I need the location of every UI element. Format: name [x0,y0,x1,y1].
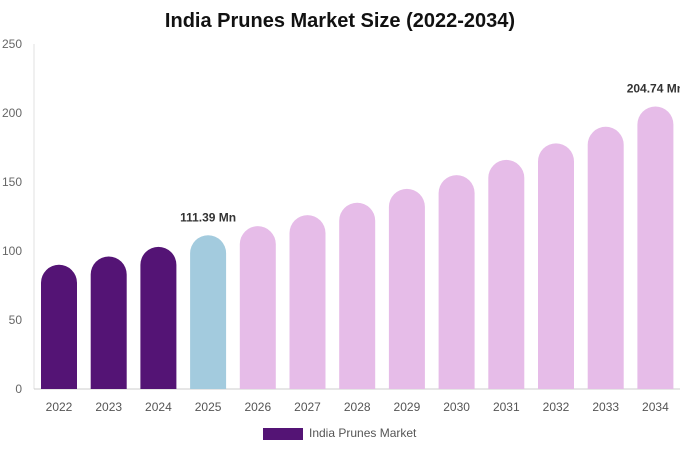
bar-2033[interactable] [587,126,624,389]
x-tick-label: 2034 [642,400,669,414]
x-tick-label: 2027 [294,400,321,414]
legend-swatch [263,428,303,440]
y-tick-label: 0 [15,382,22,396]
bar-2023[interactable] [90,256,127,389]
legend[interactable]: India Prunes Market [263,426,417,440]
bar-2030[interactable] [438,175,475,389]
data-label: 204.74 Mn [627,81,680,95]
bar-2025[interactable] [190,235,227,389]
x-tick-label: 2031 [493,400,520,414]
data-label: 111.39 Mn [180,210,236,224]
chart-title: India Prunes Market Size (2022-2034) [165,10,515,32]
x-tick-label: 2023 [95,400,122,414]
bar-2024[interactable] [140,246,177,389]
x-tick-label: 2030 [443,400,470,414]
y-tick-label: 100 [2,244,22,258]
x-axis: 2022 2023 2024 2025 2026 2027 2028 2029 2030 2031… [46,400,669,414]
x-tick-label: 2029 [394,400,421,414]
y-axis: 0 50 100 150 200 250 [2,37,22,396]
x-tick-label: 2026 [244,400,271,414]
bar-2027[interactable] [289,215,326,389]
bar-2028[interactable] [339,202,376,389]
bar-2032[interactable] [538,143,574,389]
y-tick-label: 50 [9,313,23,327]
legend-label: India Prunes Market [309,426,417,440]
y-tick-label: 200 [2,106,22,120]
x-tick-label: 2033 [592,400,619,414]
bar-2026[interactable] [239,226,276,389]
x-tick-label: 2024 [145,400,172,414]
x-tick-label: 2032 [543,400,570,414]
bar-2031[interactable] [488,159,525,389]
y-tick-label: 250 [2,37,22,51]
data-labels: 111.39 Mn 204.74 Mn [180,81,680,224]
bar-2029[interactable] [388,188,425,389]
x-tick-label: 2025 [195,400,222,414]
bar-2022[interactable] [41,264,77,389]
bar-2034[interactable] [637,106,674,389]
x-tick-label: 2022 [46,400,73,414]
bar-series [41,106,674,389]
y-tick-label: 150 [2,175,22,189]
x-tick-label: 2028 [344,400,371,414]
